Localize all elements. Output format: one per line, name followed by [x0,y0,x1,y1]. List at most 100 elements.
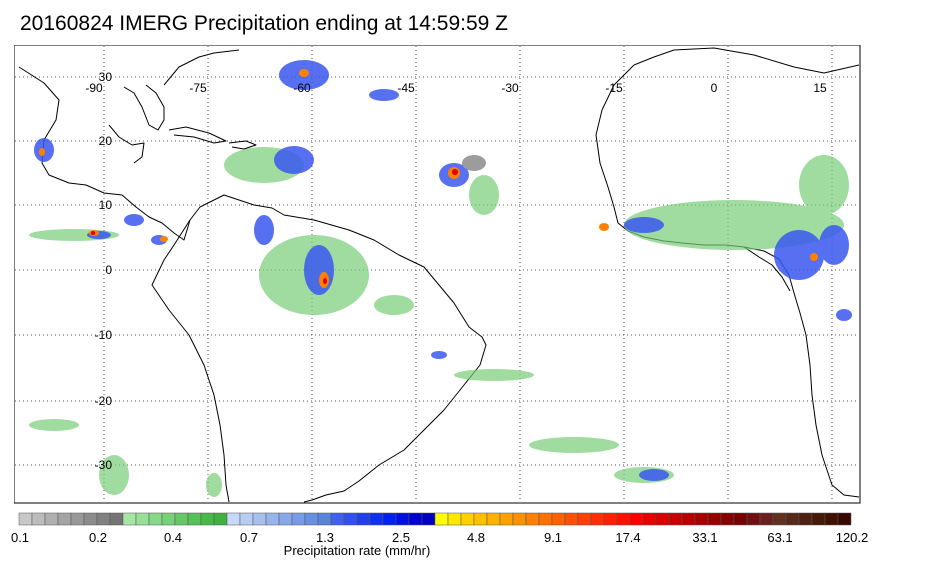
colorbar-tick-label: 33.1 [692,530,718,545]
cuba-coast [168,126,227,144]
lon-label: -75 [189,81,207,95]
colorbar-swatch [395,512,410,526]
lat-label: -30 [95,458,113,472]
colorbar-tick-label: 2.5 [391,530,411,545]
lat-label: 30 [99,70,113,84]
colorbar-swatch [772,512,787,526]
colorbar-title: Precipitation rate (mm/hr) [283,543,431,558]
lon-label: -90 [85,81,103,95]
colorbar-swatch [408,512,423,526]
colorbar-swatch [135,512,150,526]
colorbar-swatch [174,512,189,526]
colorbar-swatch [343,512,358,526]
colorbar-swatch [330,512,345,526]
colorbar-swatch [57,512,72,526]
colorbar-swatch [304,512,319,526]
colorbar-swatch [44,512,59,526]
colorbar-swatch [798,512,813,526]
colorbar-swatch [720,512,735,526]
colorbar-tick-label: 9.1 [543,530,563,545]
us-east-coast [163,49,240,86]
colorbar-swatch [252,512,267,526]
moderate-precip [34,60,852,481]
lat-label: 10 [99,198,113,212]
colorbar-swatch [629,512,644,526]
colorbar-swatch [434,512,449,526]
lon-label: -60 [293,81,311,95]
precipitation-cells [29,60,852,497]
lat-label: 0 [105,263,112,277]
precipitation-map: -90 -75 -60 -45 -30 -15 0 15 30 20 10 0 … [14,45,861,504]
colorbar-swatch [590,512,605,526]
intense-precip [91,169,458,284]
florida-coast [123,84,165,131]
colorbar-swatch [278,512,293,526]
colorbar-swatch [226,512,241,526]
colorbar-tick-label: 1.3 [315,530,335,545]
colorbar-swatch [733,512,748,526]
colorbar-swatch [83,512,98,526]
colorbar-swatch [694,512,709,526]
colorbar-swatch [239,512,254,526]
colorbar-swatch [148,512,163,526]
colorbar-swatch [603,512,618,526]
colorbar-swatch [837,512,852,526]
colorbar-tick-label: 0.4 [163,530,183,545]
colorbar [18,512,852,526]
colorbar-swatch [200,512,215,526]
colorbar-swatch [538,512,553,526]
colorbar-tick-label: 17.4 [615,530,641,545]
lat-label: -20 [95,394,113,408]
colorbar-swatch [655,512,670,526]
colorbar-swatch [122,512,137,526]
gray-precip [462,155,486,171]
colorbar-swatch [707,512,722,526]
lon-label: -15 [605,81,623,95]
colorbar-swatch [421,512,436,526]
latitude-labels: 30 20 10 0 -10 -20 -30 [95,70,113,472]
colorbar-swatch [187,512,202,526]
colorbar-tick-label: 0.2 [88,530,108,545]
map-title: 20160824 IMERG Precipitation ending at 1… [20,12,508,35]
colorbar-swatch [109,512,124,526]
colorbar-tick-label: 63.1 [767,530,793,545]
colorbar-swatch [486,512,501,526]
colorbar-swatch [668,512,683,526]
colorbar-swatch [473,512,488,526]
colorbar-swatch [811,512,826,526]
colorbar-swatch [525,512,540,526]
map-frame [14,45,861,504]
gulf-of-guinea-coast [743,246,791,292]
colorbar-swatch [564,512,579,526]
colorbar-swatch [213,512,228,526]
colorbar-swatch [356,512,371,526]
colorbar-swatch [96,512,111,526]
colorbar-swatch [616,512,631,526]
colorbar-swatch [785,512,800,526]
graticule [15,46,859,502]
lat-label: 20 [99,134,113,148]
colorbar-swatch [161,512,176,526]
colorbar-swatch [577,512,592,526]
lon-label: 15 [813,81,827,95]
colorbar-swatch [551,512,566,526]
longitude-labels: -90 -75 -60 -45 -30 -15 0 15 [85,81,827,95]
hispaniola-coast [228,140,257,150]
colorbar-swatch [642,512,657,526]
colorbar-tick-label: 120.2 [835,530,869,545]
colorbar-tick-label: 4.8 [466,530,486,545]
colorbar-swatch [265,512,280,526]
colorbar-swatch [759,512,774,526]
colorbar-swatch [70,512,85,526]
colorbar-tick-label: 0.7 [239,530,259,545]
africa-north-coast [633,47,860,74]
lat-label: -10 [95,328,113,342]
colorbar-swatch [447,512,462,526]
colorbar-swatch [824,512,839,526]
lon-label: -30 [501,81,519,95]
lon-label: 0 [711,81,718,95]
colorbar-swatch [746,512,761,526]
colorbar-swatch [382,512,397,526]
colorbar-swatch [681,512,696,526]
colorbar-swatch [18,512,33,526]
